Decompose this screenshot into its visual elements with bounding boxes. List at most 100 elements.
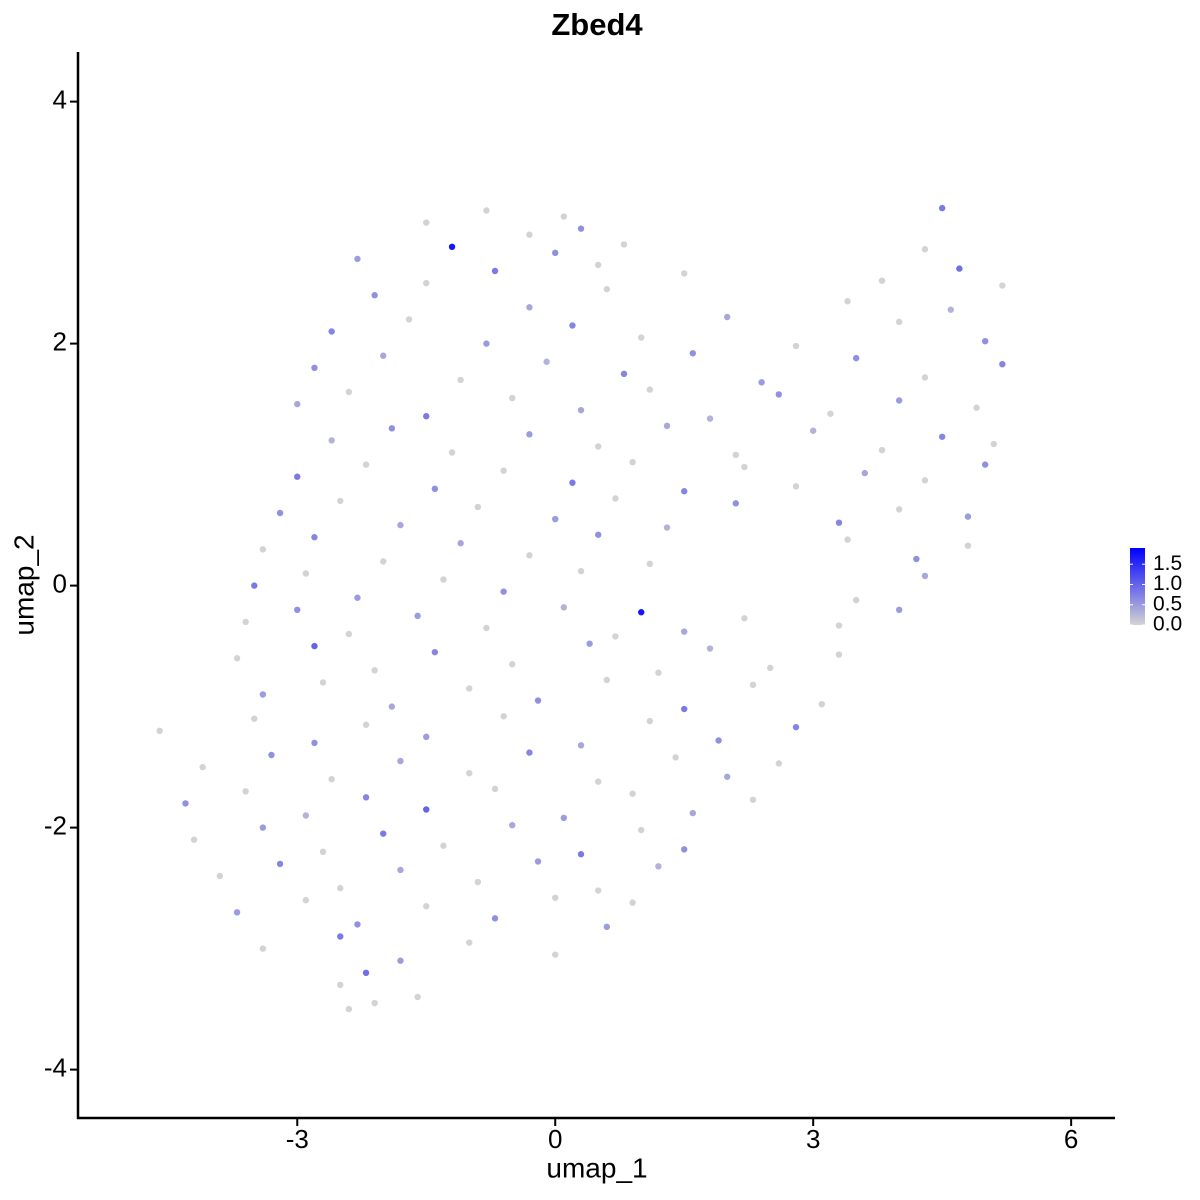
cell-point xyxy=(371,667,378,674)
cell-point xyxy=(638,826,645,834)
x-axis-label: umap_1 xyxy=(546,1152,647,1183)
cell-point xyxy=(483,207,490,214)
cell-point xyxy=(560,213,568,220)
cell-point xyxy=(319,679,327,686)
cell-point xyxy=(491,915,499,922)
cell-point xyxy=(371,292,378,299)
cell-point xyxy=(242,618,249,626)
cell-point xyxy=(921,572,929,580)
cell-point xyxy=(973,404,980,411)
cell-point xyxy=(964,513,972,520)
cell-point xyxy=(440,576,447,583)
cell-point xyxy=(311,534,318,541)
cell-point xyxy=(689,350,697,357)
cell-point xyxy=(895,397,903,404)
cell-point xyxy=(423,733,430,741)
cell-point xyxy=(835,519,843,526)
cell-point xyxy=(328,328,335,335)
cell-point xyxy=(337,497,344,505)
cell-point xyxy=(749,681,757,689)
x-tick-label: 3 xyxy=(806,1124,820,1154)
cell-point xyxy=(895,318,903,326)
cell-point xyxy=(483,624,490,632)
cell-point xyxy=(362,721,370,728)
cell-point xyxy=(612,633,619,640)
cell-point xyxy=(397,521,404,529)
cell-point xyxy=(629,458,636,466)
cell-point xyxy=(526,431,533,438)
cell-point xyxy=(294,473,301,480)
cell-point xyxy=(689,809,697,817)
cell-point xyxy=(569,479,576,486)
cell-point xyxy=(981,337,989,345)
cell-point xyxy=(681,628,688,635)
cell-point xyxy=(414,612,421,620)
cell-point xyxy=(216,872,224,880)
cell-point xyxy=(294,400,301,408)
cell-point xyxy=(603,285,611,293)
cell-point xyxy=(612,495,619,502)
cell-point xyxy=(663,524,671,531)
cell-point xyxy=(620,370,628,378)
cell-point xyxy=(655,863,662,870)
cell-point xyxy=(629,899,636,906)
cell-point xyxy=(268,751,275,759)
cell-point xyxy=(964,542,972,549)
cell-point xyxy=(491,267,499,275)
cell-point xyxy=(681,705,688,713)
cell-point xyxy=(500,467,507,474)
cell-point xyxy=(380,352,387,359)
cell-point xyxy=(827,410,834,417)
cell-point xyxy=(380,830,387,837)
colorbar-tick-label: 0.5 xyxy=(1153,592,1182,615)
cell-point xyxy=(663,422,671,430)
y-tick-label: 0 xyxy=(53,568,67,598)
cell-point xyxy=(835,651,843,658)
cell-point xyxy=(182,800,189,807)
y-tick-label: 4 xyxy=(53,84,67,114)
cell-point xyxy=(345,1005,353,1013)
cell-point xyxy=(337,933,344,940)
cell-point xyxy=(491,785,499,793)
cell-point xyxy=(526,552,533,559)
cell-point xyxy=(526,749,533,756)
cell-point xyxy=(534,858,542,865)
cell-point xyxy=(233,909,241,916)
points xyxy=(156,204,1006,1013)
y-tick-label: -2 xyxy=(44,810,67,840)
cell-point xyxy=(397,757,404,765)
cell-point xyxy=(388,425,396,432)
cell-point xyxy=(526,304,533,311)
cell-point xyxy=(603,676,611,684)
cell-point xyxy=(577,406,585,414)
cell-point xyxy=(311,739,318,747)
cell-point xyxy=(423,806,430,813)
cell-point xyxy=(852,354,860,362)
cell-point xyxy=(706,645,714,652)
cell-point xyxy=(311,364,318,372)
cell-point xyxy=(483,340,490,347)
cell-point xyxy=(620,241,628,248)
cell-point xyxy=(560,604,568,611)
cell-point xyxy=(741,615,748,622)
cell-point xyxy=(775,760,782,767)
cell-point xyxy=(448,243,456,251)
cell-point xyxy=(981,461,989,468)
cell-point xyxy=(509,821,516,829)
cell-point xyxy=(999,282,1006,289)
cell-point xyxy=(921,374,929,381)
cell-point xyxy=(337,981,344,989)
cell-point xyxy=(405,316,413,323)
cell-point xyxy=(190,836,198,843)
cell-point xyxy=(603,923,611,931)
cell-point xyxy=(638,334,645,341)
cell-point xyxy=(646,386,654,393)
cell-point xyxy=(723,313,731,321)
cell-point xyxy=(328,776,335,783)
cell-point xyxy=(328,437,335,444)
cell-point xyxy=(259,546,267,553)
cell-point xyxy=(509,394,516,402)
cell-point xyxy=(921,246,929,253)
cell-point xyxy=(302,812,310,819)
cell-point xyxy=(242,788,249,795)
